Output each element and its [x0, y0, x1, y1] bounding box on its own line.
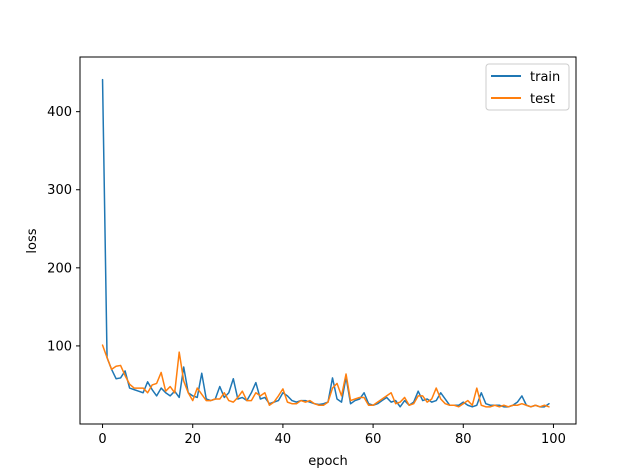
- y-axis-ticks: 100 200 300 400: [47, 105, 80, 354]
- x-tick-label: 20: [184, 432, 201, 447]
- plot-frame: [79, 56, 577, 425]
- legend: train test: [485, 63, 570, 111]
- y-tick-label: 300: [47, 183, 72, 198]
- x-axis-ticks: 0 20 40 60 80 100: [98, 424, 566, 447]
- x-tick-label: 40: [275, 432, 292, 447]
- x-tick-label: 100: [541, 432, 566, 447]
- x-tick-label: 80: [455, 432, 472, 447]
- y-axis-label: loss: [25, 228, 40, 253]
- legend-label-test: test: [530, 92, 555, 107]
- x-tick-label: 0: [98, 432, 106, 447]
- y-tick-label: 100: [47, 339, 72, 354]
- series-layer: [101, 78, 550, 408]
- x-tick-label: 60: [365, 432, 382, 447]
- x-axis-label: epoch: [308, 454, 348, 469]
- y-tick-label: 400: [47, 105, 72, 120]
- series-line-test: [101, 344, 550, 408]
- legend-label-train: train: [530, 70, 560, 85]
- y-tick-label: 200: [47, 261, 72, 276]
